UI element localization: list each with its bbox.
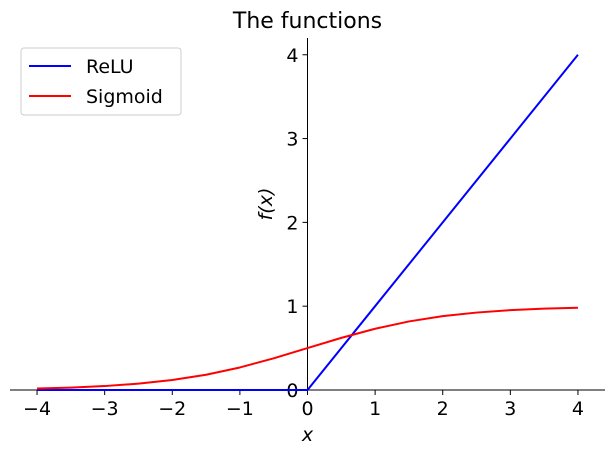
- x-tick-label: −2: [158, 398, 186, 420]
- chart-title: The functions: [232, 9, 382, 34]
- series-line-relu: [37, 54, 579, 391]
- x-tick-label: 1: [369, 398, 381, 420]
- y-tick-label: 2: [286, 212, 298, 234]
- y-tick-label: 1: [286, 296, 298, 318]
- y-tick-label: 4: [286, 45, 298, 67]
- x-tick-label: −3: [91, 398, 119, 420]
- y-axis-label: f(x): [255, 188, 277, 221]
- y-tick-label: 3: [286, 129, 298, 151]
- x-axis-label: x: [301, 424, 314, 446]
- legend-box: [20, 47, 182, 116]
- series-line-sigmoid: [37, 306, 578, 390]
- legend: ReLU Sigmoid: [20, 47, 182, 116]
- x-tick-label: 3: [504, 398, 516, 420]
- x-tick-label: 2: [437, 398, 449, 420]
- legend-label-relu: ReLU: [86, 56, 134, 78]
- legend-label-sigmoid: Sigmoid: [86, 86, 163, 108]
- series-layer: [37, 54, 579, 391]
- x-tick-label: −4: [23, 398, 51, 420]
- x-tick-label: 4: [572, 398, 584, 420]
- x-tick-label: −1: [226, 398, 254, 420]
- x-tick-label: 0: [301, 398, 313, 420]
